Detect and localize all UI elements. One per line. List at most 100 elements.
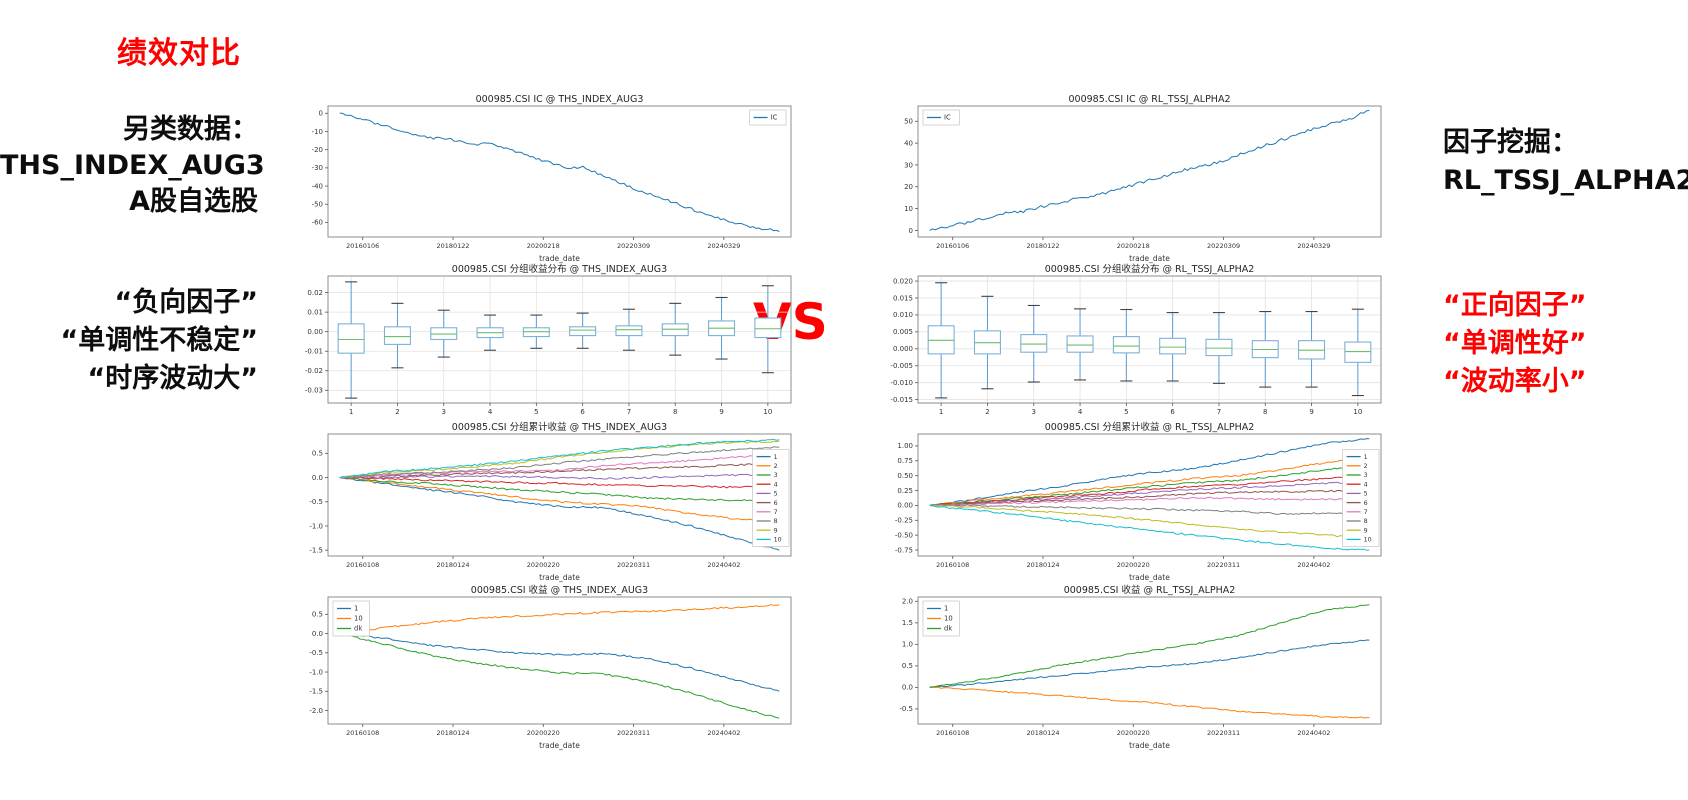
- groupcum-right-svg: 1 2 3 4 5 6 7 8 9 10 1.00 0.75 0.50 0.25 0.00 -0.25 -0.5…: [895, 421, 1382, 582]
- svg-text:8: 8: [673, 408, 677, 416]
- svg-text:20200218: 20200218: [527, 242, 560, 250]
- svg-text:20220309: 20220309: [1207, 242, 1240, 250]
- svg-text:20160108: 20160108: [936, 561, 969, 569]
- svg-text:7: 7: [774, 509, 778, 516]
- svg-text:2.0: 2.0: [902, 598, 913, 606]
- svg-text:IC: IC: [771, 114, 778, 122]
- svg-text:6: 6: [580, 408, 585, 416]
- chart-box-left: 0.02 0.01 0.00 -0.01 -0.02 -0.03 1 2 3 4 5 6 7 8 9 10 00…: [290, 262, 800, 418]
- svg-text:5: 5: [774, 491, 778, 498]
- svg-text:20: 20: [904, 183, 913, 191]
- svg-text:IC: IC: [944, 114, 951, 122]
- label-line: 因子挖掘：: [1443, 127, 1578, 158]
- svg-text:-0.75: -0.75: [895, 546, 913, 554]
- label-factor-mining: 因子挖掘： RL_TSSJ_ALPHA2: [1443, 124, 1688, 200]
- svg-text:20240329: 20240329: [707, 242, 740, 250]
- groupcum-left-svg: 1 2 3 4 5 6 7 8 9 10 0.5 0.0 -0.5 -1.0 -1.5 20160108 201…: [309, 421, 792, 582]
- svg-text:000985.CSI 收益 @ THS_INDEX_AUG3: 000985.CSI 收益 @ THS_INDEX_AUG3: [471, 584, 648, 596]
- return-right-svg: 1 10 dk 2.0 1.5 1.0 0.5 0.0 -0.5 20160108 20180124…: [899, 584, 1382, 750]
- svg-text:0.50: 0.50: [897, 472, 913, 480]
- svg-text:1.0: 1.0: [902, 641, 913, 649]
- svg-text:-40: -40: [312, 182, 323, 190]
- svg-text:4: 4: [1364, 481, 1368, 488]
- svg-text:-0.5: -0.5: [309, 649, 323, 657]
- svg-text:20240402: 20240402: [707, 561, 740, 569]
- svg-text:-0.03: -0.03: [305, 387, 323, 395]
- svg-text:000985.CSI IC @ RL_TSSJ_ALPHA2: 000985.CSI IC @ RL_TSSJ_ALPHA2: [1068, 94, 1230, 105]
- svg-text:-2.0: -2.0: [309, 707, 323, 715]
- svg-text:trade_date: trade_date: [1129, 254, 1170, 263]
- ic-right-svg: IC 0 10 20 30 40 50 20160106 20180122 20200218 202…: [904, 94, 1382, 263]
- label-line: 另类数据：: [123, 114, 258, 145]
- svg-text:10: 10: [904, 205, 913, 213]
- svg-text:10: 10: [763, 408, 772, 416]
- svg-text:20220311: 20220311: [617, 561, 650, 569]
- svg-text:000985.CSI 收益 @ RL_TSSJ_ALPHA2: 000985.CSI 收益 @ RL_TSSJ_ALPHA2: [1064, 584, 1236, 596]
- svg-text:9: 9: [1364, 527, 1368, 534]
- box-left-svg: 0.02 0.01 0.00 -0.01 -0.02 -0.03 1 2 3 4 5 6 7 8 9 10 00…: [305, 263, 792, 416]
- svg-text:3: 3: [1032, 408, 1036, 416]
- ic-left-svg: IC 0 -10 -20 -30 -40 -50 -60 20160106 20180122 202…: [312, 94, 792, 263]
- svg-text:2: 2: [774, 463, 778, 470]
- svg-text:-0.010: -0.010: [890, 379, 913, 387]
- svg-text:-1.0: -1.0: [309, 522, 323, 530]
- label-alt-data: 另类数据： THS_INDEX_AUG3 A股自选股: [0, 112, 265, 220]
- svg-text:10: 10: [354, 615, 363, 623]
- label-line: THS_INDEX_AUG3: [0, 150, 265, 181]
- chart-return-left: 1 10 dk 0.5 0.0 -0.5 -1.0 -1.5 -2.0 20160108 20180…: [290, 583, 800, 751]
- svg-text:10: 10: [1353, 408, 1362, 416]
- svg-text:4: 4: [1078, 408, 1083, 416]
- svg-text:0.000: 0.000: [893, 345, 913, 353]
- svg-text:4: 4: [488, 408, 493, 416]
- svg-text:1: 1: [349, 408, 353, 416]
- svg-text:-0.02: -0.02: [305, 367, 323, 375]
- svg-text:20220309: 20220309: [617, 242, 650, 250]
- svg-text:-0.005: -0.005: [890, 362, 913, 370]
- chart-groupcum-right: 1 2 3 4 5 6 7 8 9 10 1.00 0.75 0.50 0.25 0.00 -0.25 -0.5…: [880, 420, 1390, 583]
- svg-text:20180124: 20180124: [1026, 729, 1059, 737]
- svg-text:trade_date: trade_date: [1129, 573, 1170, 582]
- svg-text:2: 2: [395, 408, 399, 416]
- svg-text:-1.5: -1.5: [309, 546, 323, 554]
- svg-text:1: 1: [944, 605, 948, 613]
- svg-text:20200220: 20200220: [1117, 729, 1150, 737]
- svg-text:0.5: 0.5: [902, 662, 913, 670]
- svg-text:4: 4: [774, 481, 778, 488]
- svg-text:5: 5: [1364, 491, 1368, 498]
- svg-text:-30: -30: [312, 164, 323, 172]
- svg-text:20180124: 20180124: [1026, 561, 1059, 569]
- svg-text:20240402: 20240402: [1297, 561, 1330, 569]
- svg-text:30: 30: [904, 161, 913, 169]
- svg-text:20200220: 20200220: [527, 561, 560, 569]
- svg-text:trade_date: trade_date: [539, 573, 580, 582]
- svg-text:20180124: 20180124: [436, 729, 469, 737]
- svg-text:-60: -60: [312, 219, 323, 227]
- label-line: “波动率小”: [1443, 366, 1587, 397]
- svg-text:trade_date: trade_date: [539, 741, 580, 750]
- svg-text:0.00: 0.00: [897, 502, 913, 510]
- svg-text:trade_date: trade_date: [1129, 741, 1170, 750]
- svg-text:0: 0: [319, 110, 323, 118]
- svg-text:20160106: 20160106: [936, 242, 969, 250]
- svg-text:20200220: 20200220: [1117, 561, 1150, 569]
- svg-text:20160106: 20160106: [346, 242, 379, 250]
- label-line: “时序波动大”: [87, 363, 259, 394]
- svg-text:0.25: 0.25: [897, 487, 913, 495]
- svg-text:-50: -50: [312, 201, 323, 209]
- svg-text:0.0: 0.0: [312, 630, 323, 638]
- svg-text:9: 9: [774, 527, 778, 534]
- svg-text:0.5: 0.5: [312, 611, 323, 619]
- svg-text:20220311: 20220311: [1207, 729, 1240, 737]
- svg-text:000985.CSI 分组累计收益 @ RL_TSSJ_AL: 000985.CSI 分组累计收益 @ RL_TSSJ_ALPHA2: [1045, 421, 1255, 433]
- svg-text:0.5: 0.5: [312, 450, 323, 458]
- svg-text:5: 5: [1124, 408, 1128, 416]
- svg-text:-0.25: -0.25: [895, 517, 913, 525]
- svg-text:9: 9: [719, 408, 723, 416]
- svg-text:1.5: 1.5: [902, 619, 913, 627]
- svg-text:-10: -10: [312, 128, 323, 136]
- svg-text:50: 50: [904, 118, 913, 126]
- svg-text:8: 8: [1364, 518, 1368, 525]
- label-negative-factor: “负向因子” “单调性不稳定” “时序波动大”: [0, 284, 259, 398]
- svg-text:7: 7: [1217, 408, 1221, 416]
